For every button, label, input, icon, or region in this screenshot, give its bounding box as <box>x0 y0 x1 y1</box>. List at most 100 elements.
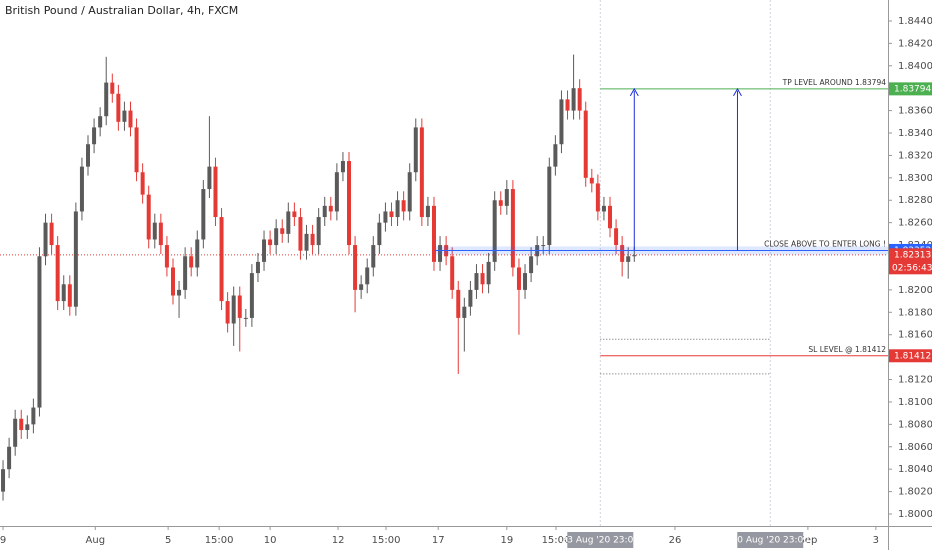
candle-body <box>626 256 631 262</box>
candle-body <box>504 189 509 206</box>
candle-body <box>298 217 303 251</box>
candle-body <box>152 222 157 240</box>
price-tag-label: 1.81412 <box>894 351 931 361</box>
candle-body <box>164 245 169 268</box>
candle-body <box>110 82 115 94</box>
arrow-head <box>733 87 742 97</box>
level-text: TP LEVEL AROUND 1.83794 <box>782 78 887 87</box>
candle-body <box>37 256 42 408</box>
last-price-label: 1.82313 <box>894 250 931 260</box>
candle-body <box>340 161 345 173</box>
candle-body <box>547 166 552 246</box>
candle-body <box>92 127 97 145</box>
x-tick-label: 9 <box>0 535 6 546</box>
y-tick-label: 1.80400 <box>898 464 932 475</box>
candle-body <box>389 211 394 218</box>
candle-body <box>438 245 443 262</box>
candle-body <box>98 116 103 128</box>
candle-body <box>431 205 436 262</box>
candle-body <box>219 217 224 302</box>
candle-body <box>614 228 619 246</box>
candle-body <box>122 110 127 122</box>
candle-body <box>401 200 406 212</box>
candle-body <box>383 211 388 223</box>
candle-body <box>529 256 534 274</box>
x-tick-label: 19 <box>500 535 513 546</box>
price-tag <box>889 349 932 363</box>
candle-body <box>13 418 18 447</box>
candle-body <box>620 245 625 262</box>
candle-body <box>353 245 358 290</box>
price-tag-label: 1.83794 <box>894 84 931 94</box>
candle-body <box>286 211 291 234</box>
candle-body <box>608 205 613 229</box>
candle-body <box>456 289 461 318</box>
candle-body <box>25 424 30 430</box>
candle-body <box>225 301 230 324</box>
candle-body <box>19 418 24 430</box>
candle-body <box>486 261 491 285</box>
y-tick-label: 1.84400 <box>898 16 932 27</box>
last-price-tag <box>889 248 932 275</box>
candle-body <box>468 289 473 307</box>
candle-body <box>371 245 376 268</box>
candle-body <box>55 245 60 302</box>
x-tick-label: 12 <box>332 535 345 546</box>
candle-body <box>243 317 248 319</box>
x-tick-label: 10 <box>264 535 277 546</box>
candle-body <box>183 256 188 290</box>
candle-body <box>213 166 218 218</box>
candle-body <box>49 222 54 246</box>
candle-body <box>1 469 6 492</box>
candle-body <box>177 289 182 296</box>
y-tick-label: 1.83400 <box>898 128 932 139</box>
y-tick-label: 1.84000 <box>898 61 932 72</box>
candle-body <box>498 200 503 206</box>
candle-body <box>134 127 139 173</box>
candle-body <box>419 127 424 218</box>
y-tick-label: 1.81200 <box>898 375 932 386</box>
price-tag <box>889 82 932 96</box>
candle-body <box>195 239 200 268</box>
candle-body <box>541 245 546 247</box>
x-tick-label: 26 <box>669 535 682 546</box>
candle-body <box>516 267 521 290</box>
x-tick-label: 3 <box>873 535 879 546</box>
candle-body <box>249 273 254 318</box>
candle-body <box>462 306 467 318</box>
x-marker-label: 30 Aug '20 23:00 <box>732 536 810 546</box>
candle-body <box>189 256 194 268</box>
candle-body <box>280 228 285 234</box>
y-tick-label: 1.81800 <box>898 307 932 318</box>
candle-body <box>201 189 206 240</box>
candle-body <box>565 99 570 111</box>
y-tick-label: 1.80800 <box>898 419 932 430</box>
x-marker-tag <box>567 532 634 548</box>
candle-body <box>571 88 576 111</box>
candle-body <box>316 217 321 246</box>
candle-body <box>474 273 479 290</box>
level-text: SL LEVEL @ 1.81412 <box>808 345 886 354</box>
x-tick-label: Sep <box>798 535 817 546</box>
x-tick-label: 17 <box>432 535 445 546</box>
candle-body <box>413 127 418 173</box>
candle-body <box>328 205 333 212</box>
candle-body <box>158 222 163 246</box>
candle-body <box>577 88 582 111</box>
candle-body <box>365 267 370 285</box>
candle-body <box>31 407 36 425</box>
candle-body <box>67 284 72 307</box>
y-tick-label: 1.81600 <box>898 330 932 341</box>
candle-body <box>523 273 528 290</box>
y-tick-label: 1.82800 <box>898 195 932 206</box>
candle-body <box>595 183 600 212</box>
level-text: CLOSE ABOVE TO ENTER LONG ! <box>764 239 886 248</box>
candle-body <box>407 172 412 212</box>
candle-body <box>7 446 12 470</box>
countdown: 02:56:43 <box>892 263 932 273</box>
candle-body <box>237 295 242 318</box>
x-tick-label: 15:00 <box>372 535 401 546</box>
candle-body <box>268 239 273 246</box>
candle-body <box>559 99 564 145</box>
